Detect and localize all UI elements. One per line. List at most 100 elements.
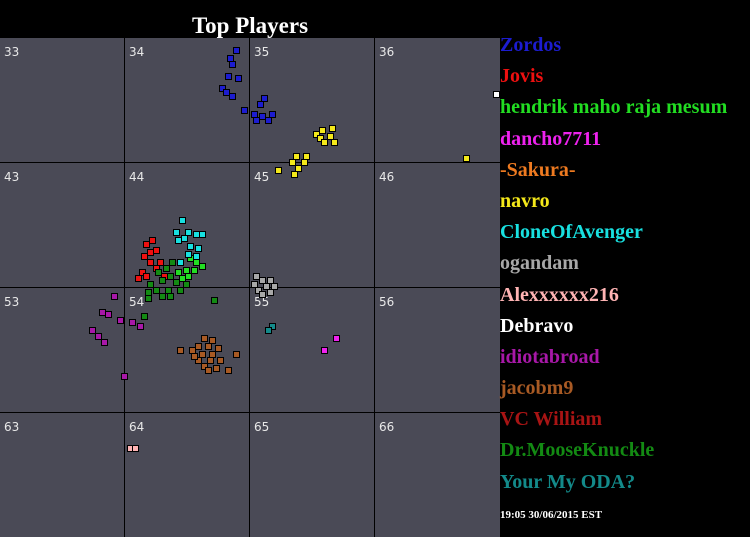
legend-item[interactable]: VC William bbox=[500, 408, 603, 431]
player-marker[interactable] bbox=[295, 165, 302, 172]
player-marker[interactable] bbox=[317, 135, 324, 142]
player-marker[interactable] bbox=[253, 273, 260, 280]
player-marker[interactable] bbox=[181, 235, 188, 242]
player-marker[interactable] bbox=[185, 229, 192, 236]
legend-item[interactable]: Your My ODA? bbox=[500, 470, 636, 493]
player-marker[interactable] bbox=[211, 297, 218, 304]
player-marker[interactable] bbox=[327, 133, 334, 140]
player-marker[interactable] bbox=[199, 351, 206, 358]
player-marker[interactable] bbox=[275, 167, 282, 174]
player-marker[interactable] bbox=[89, 327, 96, 334]
player-marker[interactable] bbox=[301, 159, 308, 166]
player-marker[interactable] bbox=[229, 93, 236, 100]
player-marker[interactable] bbox=[291, 171, 298, 178]
player-marker[interactable] bbox=[331, 139, 338, 146]
player-marker[interactable] bbox=[177, 347, 184, 354]
player-marker[interactable] bbox=[143, 241, 150, 248]
player-marker[interactable] bbox=[265, 117, 272, 124]
player-marker[interactable] bbox=[267, 289, 274, 296]
player-marker[interactable] bbox=[121, 373, 128, 380]
player-marker[interactable] bbox=[117, 317, 124, 324]
player-marker[interactable] bbox=[193, 253, 200, 260]
legend-item[interactable]: CloneOfAvenger bbox=[500, 221, 643, 244]
player-marker[interactable] bbox=[141, 253, 148, 260]
player-marker[interactable] bbox=[205, 367, 212, 374]
player-marker[interactable] bbox=[313, 131, 320, 138]
player-marker[interactable] bbox=[241, 107, 248, 114]
player-marker[interactable] bbox=[233, 47, 240, 54]
legend-item[interactable]: ogandam bbox=[500, 252, 579, 275]
player-marker[interactable] bbox=[229, 61, 236, 68]
player-marker[interactable] bbox=[173, 229, 180, 236]
player-marker[interactable] bbox=[179, 217, 186, 224]
player-marker[interactable] bbox=[105, 311, 112, 318]
player-marker[interactable] bbox=[215, 345, 222, 352]
player-marker[interactable] bbox=[191, 267, 198, 274]
player-marker[interactable] bbox=[195, 357, 202, 364]
player-marker[interactable] bbox=[183, 281, 190, 288]
territory-map[interactable]: 33 34 35 36 43 44 45 46 53 54 55 56 63 6… bbox=[0, 38, 500, 537]
player-marker[interactable] bbox=[201, 363, 208, 370]
player-marker[interactable] bbox=[267, 277, 274, 284]
player-marker[interactable] bbox=[233, 351, 240, 358]
player-marker[interactable] bbox=[321, 139, 328, 146]
player-marker[interactable] bbox=[132, 445, 139, 452]
player-marker[interactable] bbox=[167, 293, 174, 300]
player-marker[interactable] bbox=[153, 287, 160, 294]
legend-item[interactable]: Dr.MooseKnuckle bbox=[500, 439, 655, 462]
player-marker[interactable] bbox=[205, 343, 212, 350]
player-marker[interactable] bbox=[199, 231, 206, 238]
player-marker[interactable] bbox=[159, 277, 166, 284]
player-marker[interactable] bbox=[253, 117, 260, 124]
player-marker[interactable] bbox=[269, 111, 276, 118]
player-marker[interactable] bbox=[175, 269, 182, 276]
player-marker[interactable] bbox=[223, 89, 230, 96]
legend-item[interactable]: navro bbox=[500, 189, 550, 212]
player-marker[interactable] bbox=[209, 337, 216, 344]
player-marker[interactable] bbox=[137, 323, 144, 330]
legend-item[interactable]: -Sakura- bbox=[500, 158, 576, 181]
player-marker[interactable] bbox=[259, 277, 266, 284]
player-marker[interactable] bbox=[199, 263, 206, 270]
player-marker[interactable] bbox=[185, 251, 192, 258]
legend-item[interactable]: Debravo bbox=[500, 314, 574, 337]
player-marker[interactable] bbox=[319, 127, 326, 134]
player-marker[interactable] bbox=[225, 73, 232, 80]
player-marker[interactable] bbox=[191, 353, 198, 360]
player-marker[interactable] bbox=[259, 113, 266, 120]
player-marker[interactable] bbox=[141, 313, 148, 320]
legend-item[interactable]: Jovis bbox=[500, 65, 544, 88]
player-marker[interactable] bbox=[111, 293, 118, 300]
player-marker[interactable] bbox=[175, 237, 182, 244]
player-marker[interactable] bbox=[145, 295, 152, 302]
player-marker[interactable] bbox=[271, 283, 278, 290]
player-marker[interactable] bbox=[101, 339, 108, 346]
player-marker[interactable] bbox=[217, 357, 224, 364]
player-marker[interactable] bbox=[329, 125, 336, 132]
player-marker[interactable] bbox=[169, 259, 176, 266]
player-marker[interactable] bbox=[159, 293, 166, 300]
player-marker[interactable] bbox=[187, 243, 194, 250]
player-marker[interactable] bbox=[167, 273, 174, 280]
player-marker[interactable] bbox=[177, 259, 184, 266]
player-marker[interactable] bbox=[195, 343, 202, 350]
player-marker[interactable] bbox=[147, 259, 154, 266]
player-marker[interactable] bbox=[207, 357, 214, 364]
player-marker[interactable] bbox=[139, 269, 146, 276]
player-marker[interactable] bbox=[333, 335, 340, 342]
player-marker[interactable] bbox=[463, 155, 470, 162]
player-marker[interactable] bbox=[255, 287, 262, 294]
player-marker[interactable] bbox=[225, 367, 232, 374]
player-marker[interactable] bbox=[219, 85, 226, 92]
player-marker[interactable] bbox=[185, 273, 192, 280]
player-marker[interactable] bbox=[95, 333, 102, 340]
player-marker[interactable] bbox=[265, 327, 272, 334]
player-marker[interactable] bbox=[157, 259, 164, 266]
player-marker[interactable] bbox=[257, 101, 264, 108]
legend-item[interactable]: dancho7711 bbox=[500, 127, 602, 150]
player-marker[interactable] bbox=[235, 75, 242, 82]
player-marker[interactable] bbox=[261, 95, 268, 102]
player-marker[interactable] bbox=[251, 281, 258, 288]
player-marker[interactable] bbox=[135, 275, 142, 282]
player-marker[interactable] bbox=[149, 237, 156, 244]
